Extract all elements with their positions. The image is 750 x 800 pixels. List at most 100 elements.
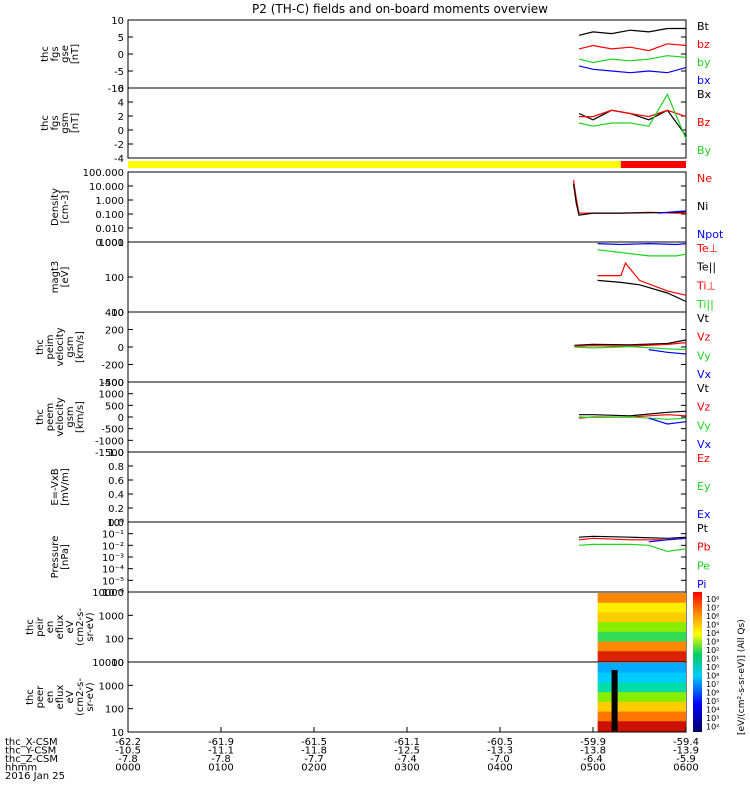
legend-entry: Vt: [697, 312, 710, 325]
y-axis-label-line: peir: [35, 616, 46, 636]
y-tick-label: 10⁻⁵: [102, 576, 124, 587]
y-axis-label-line: gsm: [60, 112, 71, 133]
y-tick-label: 0.2: [108, 504, 124, 515]
colorbar-label: 10⁵: [706, 621, 719, 630]
x-axis-value: 0200: [301, 763, 326, 774]
panel-temperature: 1000 100 10 magt3[eV] Te⊥ Te|| Ti⊥ Ti||: [50, 238, 718, 319]
legend-entry: Pi: [697, 578, 706, 591]
legend-entry: Vt: [697, 382, 710, 395]
y-axis-label: thcfgsgse[nT]: [40, 44, 81, 64]
y-tick-label: 0: [118, 343, 124, 354]
legend-entry: Ti||: [696, 298, 714, 311]
y-axis-label-line: peer: [35, 685, 46, 709]
heatmap-cell: [597, 622, 686, 633]
legend-entry: Vx: [697, 368, 712, 381]
heatmap-cell: [597, 682, 686, 693]
y-tick-label: 6: [118, 84, 124, 95]
x-axis-value: 0000: [115, 763, 140, 774]
series-Pi: [648, 537, 687, 543]
y-tick-label: 200: [105, 326, 124, 337]
x-axis-value: 0300: [394, 763, 419, 774]
y-axis-label-line: [eV]: [60, 267, 71, 288]
x-axis-value: -59.9: [580, 737, 606, 748]
y-axis-label: thcpeirenefluxeV(cm2-s-sr-eV): [25, 608, 96, 646]
legend-entry: bx: [697, 74, 711, 87]
series-Te||: [597, 279, 687, 303]
series-Vt: [574, 339, 687, 346]
y-axis-label: magt3[eV]: [50, 261, 71, 294]
x-axis-value: -5.9: [676, 754, 696, 765]
y-tick-label: 10.000: [89, 182, 124, 193]
y-tick-label: 0.6: [108, 476, 124, 487]
y-tick-label: 10: [111, 16, 124, 27]
y-axis-label-line: sr-eV): [85, 612, 96, 641]
y-tick-label: 10⁻⁴: [102, 565, 124, 576]
series-Ti||: [597, 249, 687, 257]
y-tick-label: 10⁻²: [102, 541, 124, 552]
y-axis-label-line: gse: [60, 45, 71, 63]
x-axis-value: -10.5: [115, 746, 141, 757]
y-axis-label-line: eV: [65, 690, 76, 703]
panel-peer: 10000 1000 100 10 thcpeerenefluxeV(cm2-s-sr-…: [25, 658, 687, 739]
colorbar-label: 10³: [706, 638, 719, 647]
colorbar-label: 10⁰: [706, 663, 719, 672]
legend-entry: Bt: [697, 20, 710, 33]
heatmap-cell: [597, 711, 686, 722]
x-axis-value: -7.0: [490, 754, 510, 765]
legend-entry: Vy: [697, 349, 711, 362]
y-tick-label: -200: [101, 361, 124, 372]
colorbar-label: 10⁸: [706, 595, 719, 604]
legend-entry: Pt: [697, 522, 709, 535]
y-tick-label: 4: [118, 98, 124, 109]
y-axis-label-line: gsm: [65, 406, 76, 427]
heatmap-cell: [597, 641, 686, 652]
x-axis-value: -11.1: [208, 746, 234, 757]
heatmap-cell: [597, 672, 686, 683]
x-axis-value: -13.8: [580, 746, 606, 757]
heatmap-cell: [597, 602, 686, 613]
y-tick-label: 10⁻³: [102, 553, 124, 564]
x-axis-value: -12.5: [394, 746, 420, 757]
colorbar-title: [eV/(cm²-s-sr-eV)] (All Qs): [737, 619, 747, 735]
x-axis-row-label: 2016 Jan 25: [5, 771, 65, 782]
legend-entry: Te⊥: [696, 242, 718, 255]
colorbar: 10⁸10⁷10⁶10⁵10⁴10³10²10¹10⁰10⁸10⁷10⁶10⁵1…: [693, 592, 747, 735]
mode-segment: [128, 161, 621, 168]
panel-peir: 10000 1000 100 10 thcpeirenefluxeV(cm2-s-sr-…: [25, 588, 687, 669]
heatmap-cell: [597, 593, 686, 604]
colorbar-label: 10⁶: [706, 689, 719, 698]
series-Vy: [574, 345, 687, 351]
x-axis-value: -59.4: [673, 737, 699, 748]
heatmap-cell: [597, 721, 686, 732]
y-axis-label-line: velocity: [55, 327, 66, 366]
y-tick-label: -400: [101, 378, 124, 389]
colorbar-label: 10²: [706, 723, 719, 732]
y-axis-label-line: magt3: [50, 261, 61, 294]
series-Ti⊥: [597, 242, 687, 246]
x-axis-row-label: thc_Z-CSM: [5, 754, 58, 765]
y-axis-label: thcfgsgsm[nT]: [40, 112, 81, 133]
x-axis-value: 0400: [487, 763, 512, 774]
y-tick-label: -4: [114, 154, 124, 165]
y-axis-label-line: (cm2-s-: [75, 608, 86, 646]
series-Bz: [579, 109, 687, 118]
legend-entry: Npot: [697, 228, 724, 241]
heatmap-cell: [597, 631, 686, 643]
y-tick-label: 0.100: [95, 210, 124, 221]
y-axis-label-line: fgs: [50, 115, 61, 130]
colorbar-label: 10⁶: [706, 612, 719, 621]
x-axis-value: -7.4: [397, 754, 417, 765]
legend-entry: Te||: [696, 261, 716, 274]
panel-fgs-gse: 10 5 0 -5 -10 thcfgsgse[nT] Bt bz by bx: [40, 16, 711, 95]
legend-entry: Ti⊥: [696, 279, 716, 292]
series-Ni: [572, 183, 687, 216]
y-tick-label: 10000: [92, 588, 124, 599]
y-axis-label-line: sr-eV): [85, 682, 96, 711]
y-axis-label-line: thc: [35, 339, 46, 355]
series-Pt: [578, 535, 687, 539]
heatmap-cell: [597, 612, 686, 623]
y-axis-label-line: [nPa]: [60, 544, 71, 570]
y-axis-label-line: peim: [45, 334, 56, 359]
y-tick-label: 10000: [92, 658, 124, 669]
